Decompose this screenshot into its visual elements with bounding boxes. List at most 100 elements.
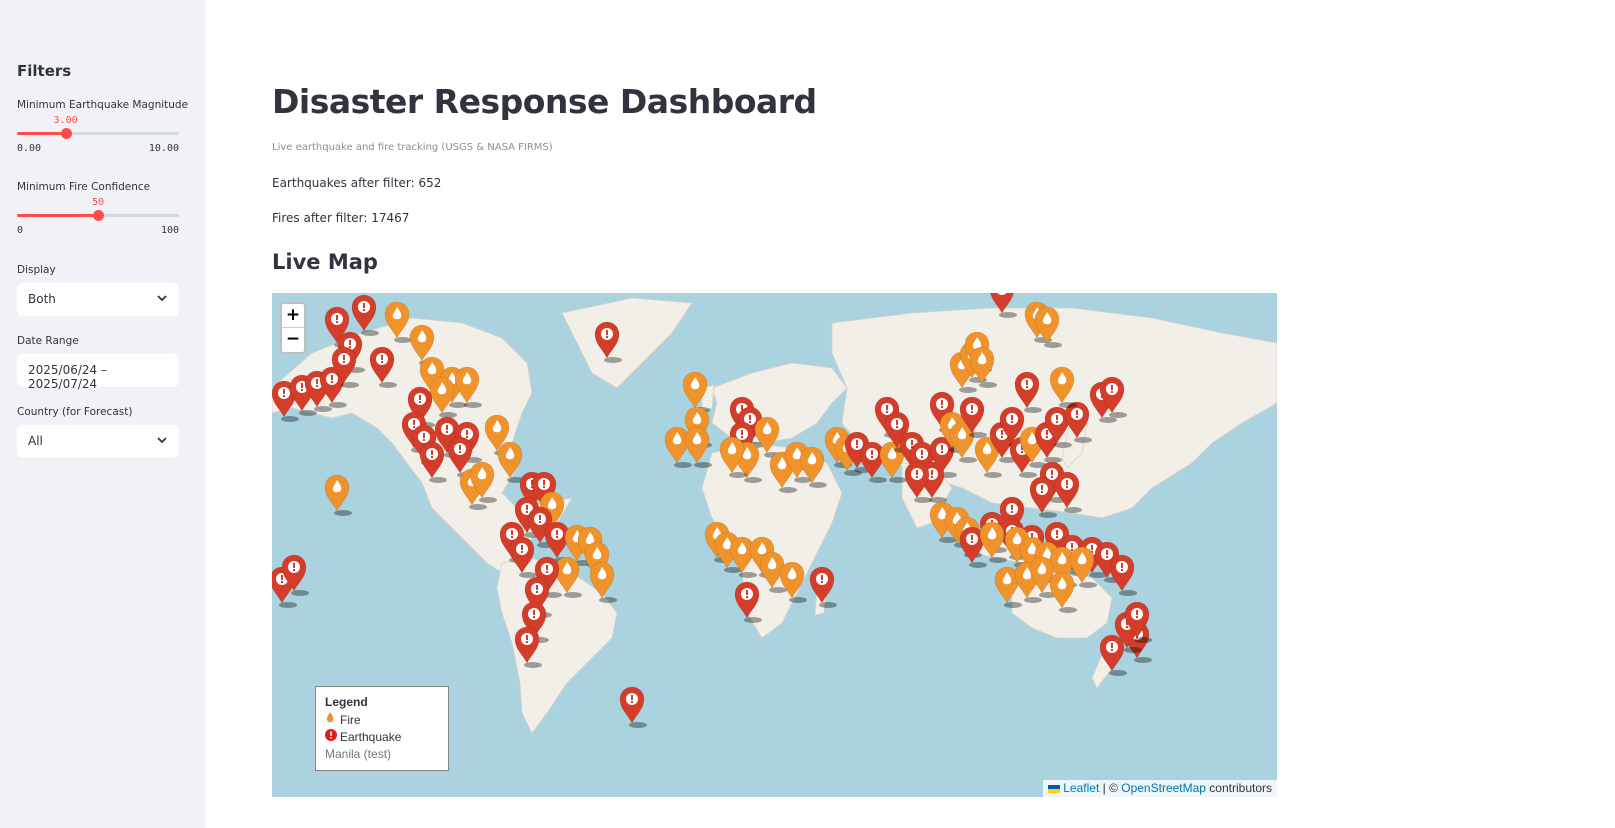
- earthquake-marker[interactable]: [594, 321, 622, 363]
- fire-marker[interactable]: [469, 461, 497, 503]
- slider-max: 100: [160, 225, 179, 236]
- ukraine-flag-icon: [1048, 784, 1061, 793]
- fire-icon: [1057, 552, 1067, 565]
- zoom-in-button[interactable]: +: [282, 304, 304, 328]
- earthquake-marker[interactable]: [319, 366, 347, 408]
- fire-marker[interactable]: [719, 436, 747, 478]
- fire-marker[interactable]: [879, 441, 907, 483]
- slider-fill: [17, 214, 98, 217]
- land-greenland: [561, 297, 693, 389]
- fire-icon: [1027, 432, 1037, 445]
- attribution-separator: | ©: [1099, 781, 1122, 795]
- fire-marker[interactable]: [994, 566, 1022, 608]
- fire-marker[interactable]: [384, 301, 412, 343]
- earthquake-marker[interactable]: [734, 581, 762, 623]
- fire-marker[interactable]: [1069, 546, 1097, 588]
- fire-marker[interactable]: [664, 426, 692, 468]
- display-select[interactable]: Both: [17, 283, 179, 316]
- date-range-value: 2025/06/24 – 2025/07/24: [28, 363, 107, 391]
- magnitude-slider[interactable]: 3.00 0.00 10.00: [17, 115, 179, 157]
- fire-icon: [597, 567, 607, 580]
- slider-thumb[interactable]: [60, 128, 72, 139]
- land-south-america: [496, 557, 618, 734]
- earthquake-marker[interactable]: [407, 386, 435, 428]
- fire-marker[interactable]: [1049, 366, 1077, 408]
- fire-icon: [1077, 552, 1087, 565]
- legend-note: Manila (test): [325, 746, 392, 761]
- earthquake-marker[interactable]: [534, 556, 562, 598]
- fire-icon: [757, 542, 767, 555]
- fire-icon: [1057, 577, 1067, 590]
- fire-icon: [417, 330, 427, 343]
- fire-marker[interactable]: [429, 376, 457, 418]
- legend-fire-row: Fire: [325, 711, 439, 728]
- world-map[interactable]: + − Legend Fire Earthquake Manila (test)…: [272, 293, 1277, 797]
- fire-icon: [807, 452, 817, 465]
- confidence-slider[interactable]: 50 0 100: [17, 197, 179, 239]
- fire-icon: [547, 497, 557, 510]
- earthquake-marker[interactable]: [1099, 634, 1127, 676]
- chevron-down-icon: [157, 437, 167, 444]
- earthquake-marker[interactable]: [809, 566, 837, 608]
- slider-thumb[interactable]: [93, 210, 104, 221]
- fire-marker[interactable]: [759, 551, 787, 593]
- earthquake-marker[interactable]: [521, 601, 549, 643]
- confidence-label: Minimum Fire Confidence: [17, 181, 151, 193]
- earthquake-marker[interactable]: [1109, 554, 1137, 596]
- date-range-input[interactable]: 2025/06/24 – 2025/07/24: [17, 354, 179, 391]
- fire-marker[interactable]: [454, 366, 482, 408]
- earthquake-marker[interactable]: [859, 441, 887, 483]
- earthquake-marker[interactable]: [990, 293, 1017, 318]
- earthquake-marker[interactable]: [419, 441, 447, 483]
- earthquake-marker[interactable]: [369, 346, 397, 388]
- fire-icon: [592, 547, 602, 560]
- earthquake-marker[interactable]: [1029, 476, 1057, 518]
- fire-marker[interactable]: [589, 561, 617, 603]
- fire-marker[interactable]: [684, 426, 712, 468]
- fire-marker[interactable]: [979, 521, 1007, 563]
- earthquake-marker[interactable]: [1044, 406, 1072, 448]
- fire-marker[interactable]: [1029, 556, 1057, 598]
- fire-marker[interactable]: [974, 436, 1002, 478]
- slider-track[interactable]: [17, 132, 179, 135]
- earthquake-marker[interactable]: [272, 380, 299, 422]
- fire-icon: [972, 337, 982, 350]
- map-tiles[interactable]: [272, 293, 1277, 797]
- fire-marker[interactable]: [784, 441, 812, 483]
- fire-marker[interactable]: [1034, 306, 1062, 348]
- country-select[interactable]: All: [17, 425, 179, 458]
- earthquake-marker[interactable]: [1014, 371, 1042, 413]
- earthquake-marker[interactable]: [959, 396, 987, 438]
- earthquake-marker[interactable]: [904, 461, 932, 503]
- fire-marker[interactable]: [714, 531, 742, 573]
- leaflet-link[interactable]: Leaflet: [1063, 781, 1100, 795]
- osm-link[interactable]: OpenStreetMap: [1121, 781, 1206, 795]
- fire-marker[interactable]: [324, 474, 352, 516]
- fire-marker[interactable]: [779, 561, 807, 603]
- exclamation-circle-icon: [325, 729, 337, 744]
- fire-marker[interactable]: [799, 446, 827, 488]
- fire-icon: [492, 420, 502, 433]
- earthquake-marker[interactable]: [619, 686, 647, 728]
- sidebar: Filters Minimum Earthquake Magnitude 3.0…: [0, 0, 205, 828]
- fire-marker[interactable]: [949, 421, 977, 463]
- earthquake-marker[interactable]: [351, 294, 379, 336]
- fire-marker[interactable]: [969, 346, 997, 388]
- earthquake-marker[interactable]: [514, 626, 542, 668]
- fire-icon: [777, 457, 787, 470]
- earthquake-marker[interactable]: [1064, 401, 1092, 443]
- fire-marker[interactable]: [1049, 571, 1077, 613]
- earthquake-marker[interactable]: [331, 346, 359, 388]
- earthquake-marker[interactable]: [1124, 601, 1152, 643]
- earthquake-marker[interactable]: [1054, 471, 1082, 513]
- map-legend: Legend Fire Earthquake Manila (test): [315, 686, 449, 771]
- zoom-out-button[interactable]: −: [285, 329, 301, 349]
- earthquake-marker[interactable]: [1099, 376, 1127, 418]
- fire-marker[interactable]: [729, 536, 757, 578]
- earthquake-marker[interactable]: [959, 526, 987, 568]
- fire-marker[interactable]: [554, 556, 582, 598]
- earthquake-marker[interactable]: [281, 554, 309, 596]
- fire-icon: [1027, 542, 1037, 555]
- earthquake-marker[interactable]: [509, 536, 537, 578]
- marker-layer: [272, 293, 1152, 728]
